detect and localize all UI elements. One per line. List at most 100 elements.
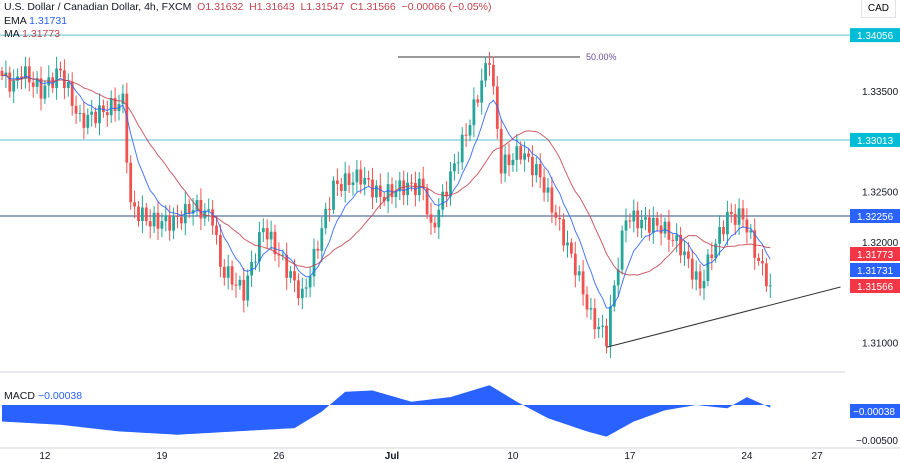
candle-body [121,93,125,105]
candle-body [105,112,109,116]
price-tag [850,279,900,293]
price-tag [850,263,900,277]
candle-body [566,242,569,246]
candle-body [640,219,643,229]
macd-tick-label: −0.00500 [856,436,898,447]
candle-body [141,207,144,221]
candle-body [593,308,597,330]
price-tag-label: 1.32256 [857,212,894,223]
candle-body [20,76,23,79]
y-tick-label: 1.32500 [862,188,899,199]
candle-body [43,85,47,99]
candle-body [277,254,281,256]
candle-body [129,162,133,203]
candle-body [359,169,363,185]
candle-body [659,225,663,234]
candle-body [390,184,394,198]
candle-body [488,63,491,65]
candle-body [261,228,265,233]
candle-body [628,220,632,222]
candle-body [722,227,725,235]
candle-body [453,163,456,172]
candle-body [460,134,464,163]
candle-body [394,191,398,198]
candle-body [386,184,390,202]
candle-body [468,125,472,136]
candle-body [273,231,277,255]
candle-body [718,227,721,244]
candle-body [144,207,148,222]
candle-body [519,146,523,160]
ema-line [1,74,771,309]
candle-body [667,221,671,240]
candle-body [332,180,335,210]
candle-body [612,285,616,307]
candle-body [601,325,604,327]
candle-body [59,68,62,71]
candle-body [554,212,558,218]
candle-body [476,99,480,103]
candle-body [86,114,90,128]
candle-body [234,284,238,286]
candle-body [729,211,733,214]
candle-body [328,208,331,210]
candle-body [258,232,261,262]
candle-body [137,206,140,221]
x-tick-label: 27 [812,451,824,462]
candle-body [160,221,164,229]
candle-body [215,225,218,236]
candle-body [581,271,585,295]
candle-body [585,294,589,310]
candle-body [308,276,312,288]
candle-body [285,254,289,278]
currency-button[interactable]: CAD [860,0,896,18]
candle-body [156,212,160,229]
candle-body [757,257,760,262]
price-tag [850,132,900,147]
candle-body [531,156,534,176]
candle-body [616,269,620,286]
candle-body [304,287,308,289]
candle-body [421,178,425,189]
high-value: H1.31643 [249,1,295,13]
candle-body [538,164,542,178]
candle-body [605,325,608,347]
candle-body [82,112,86,128]
candle-body [324,208,328,229]
candle-body [589,308,593,310]
candle-body [745,219,749,233]
price-tag-label: 1.33013 [857,136,894,147]
candle-body [63,70,66,89]
candle-body [445,191,448,197]
candle-body [230,266,234,285]
candle-body [558,217,562,220]
macd-tag-label: −0.00038 [853,407,895,418]
candle-body [339,183,343,192]
candle-body [702,281,706,289]
candle-body [47,77,51,86]
candle-body [441,191,445,210]
candle-body [429,214,433,223]
candle-body [503,154,507,174]
candle-body [550,187,554,213]
candle-body [102,105,105,113]
candle-body [8,72,12,92]
candle-body [648,217,651,233]
candle-body [148,221,152,227]
candle-body [226,266,230,278]
candle-body [207,209,211,211]
candle-body [66,82,70,89]
candle-body [222,266,226,278]
y-tick-label: 1.31000 [862,338,899,349]
candle-body [133,202,136,207]
candle-body [187,203,191,214]
candle-body [570,242,573,254]
x-tick-label: 17 [624,451,636,462]
x-tick-label: 10 [507,451,519,462]
candle-body [152,212,156,227]
candle-body [168,215,172,231]
candle-body [765,263,768,287]
candle-body [480,80,484,103]
candle-body [39,78,43,99]
